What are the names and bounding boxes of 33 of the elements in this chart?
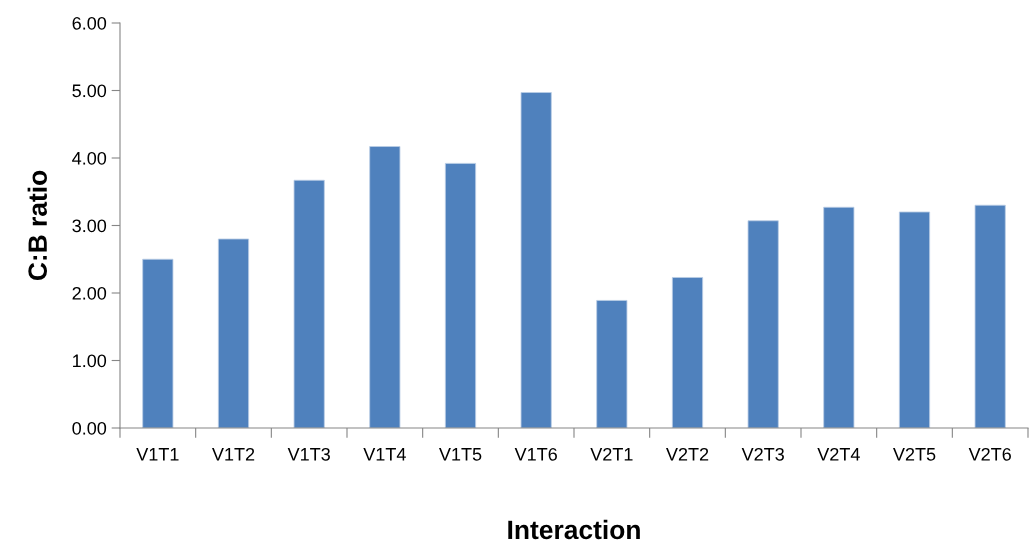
x-tick-label: V1T4 (363, 448, 406, 461)
bar (974, 204, 1006, 428)
bar (520, 92, 552, 428)
y-tick-label: 3.00 (72, 219, 107, 233)
bar (823, 206, 855, 428)
x-tick-label: V2T3 (741, 447, 784, 461)
x-tick-label: V2T2 (666, 447, 709, 461)
x-tick-label: V2T1 (590, 447, 633, 461)
x-axis-title: Interaction (508, 519, 640, 540)
x-tick-label: V2T4 (817, 447, 860, 461)
bar (747, 220, 779, 428)
x-tick-label: V2T5 (893, 447, 936, 461)
bar (596, 300, 628, 428)
y-tick-label: 0.00 (72, 421, 107, 435)
x-tick-label: V1T3 (287, 447, 330, 461)
bar (293, 179, 325, 428)
x-tick-label: V1T6 (514, 447, 557, 461)
bar (142, 258, 174, 428)
y-tick-label: 5.00 (72, 84, 107, 98)
x-tick-label: V2T6 (968, 447, 1011, 461)
bar (369, 146, 401, 428)
y-tick-label: 1.00 (73, 354, 107, 368)
y-axis-title: C:B ratio (27, 170, 48, 281)
bar (217, 238, 250, 428)
x-tick-label: V1T5 (439, 448, 482, 461)
bar (444, 162, 477, 428)
y-tick-label: 2.00 (72, 286, 107, 300)
bar (898, 211, 931, 428)
y-tick-label: 6.00 (72, 16, 107, 30)
x-tick-label: V1T1 (136, 448, 179, 461)
y-tick-label: 4.00 (72, 151, 107, 165)
x-tick-label: V1T2 (212, 447, 255, 461)
bar (671, 277, 704, 428)
